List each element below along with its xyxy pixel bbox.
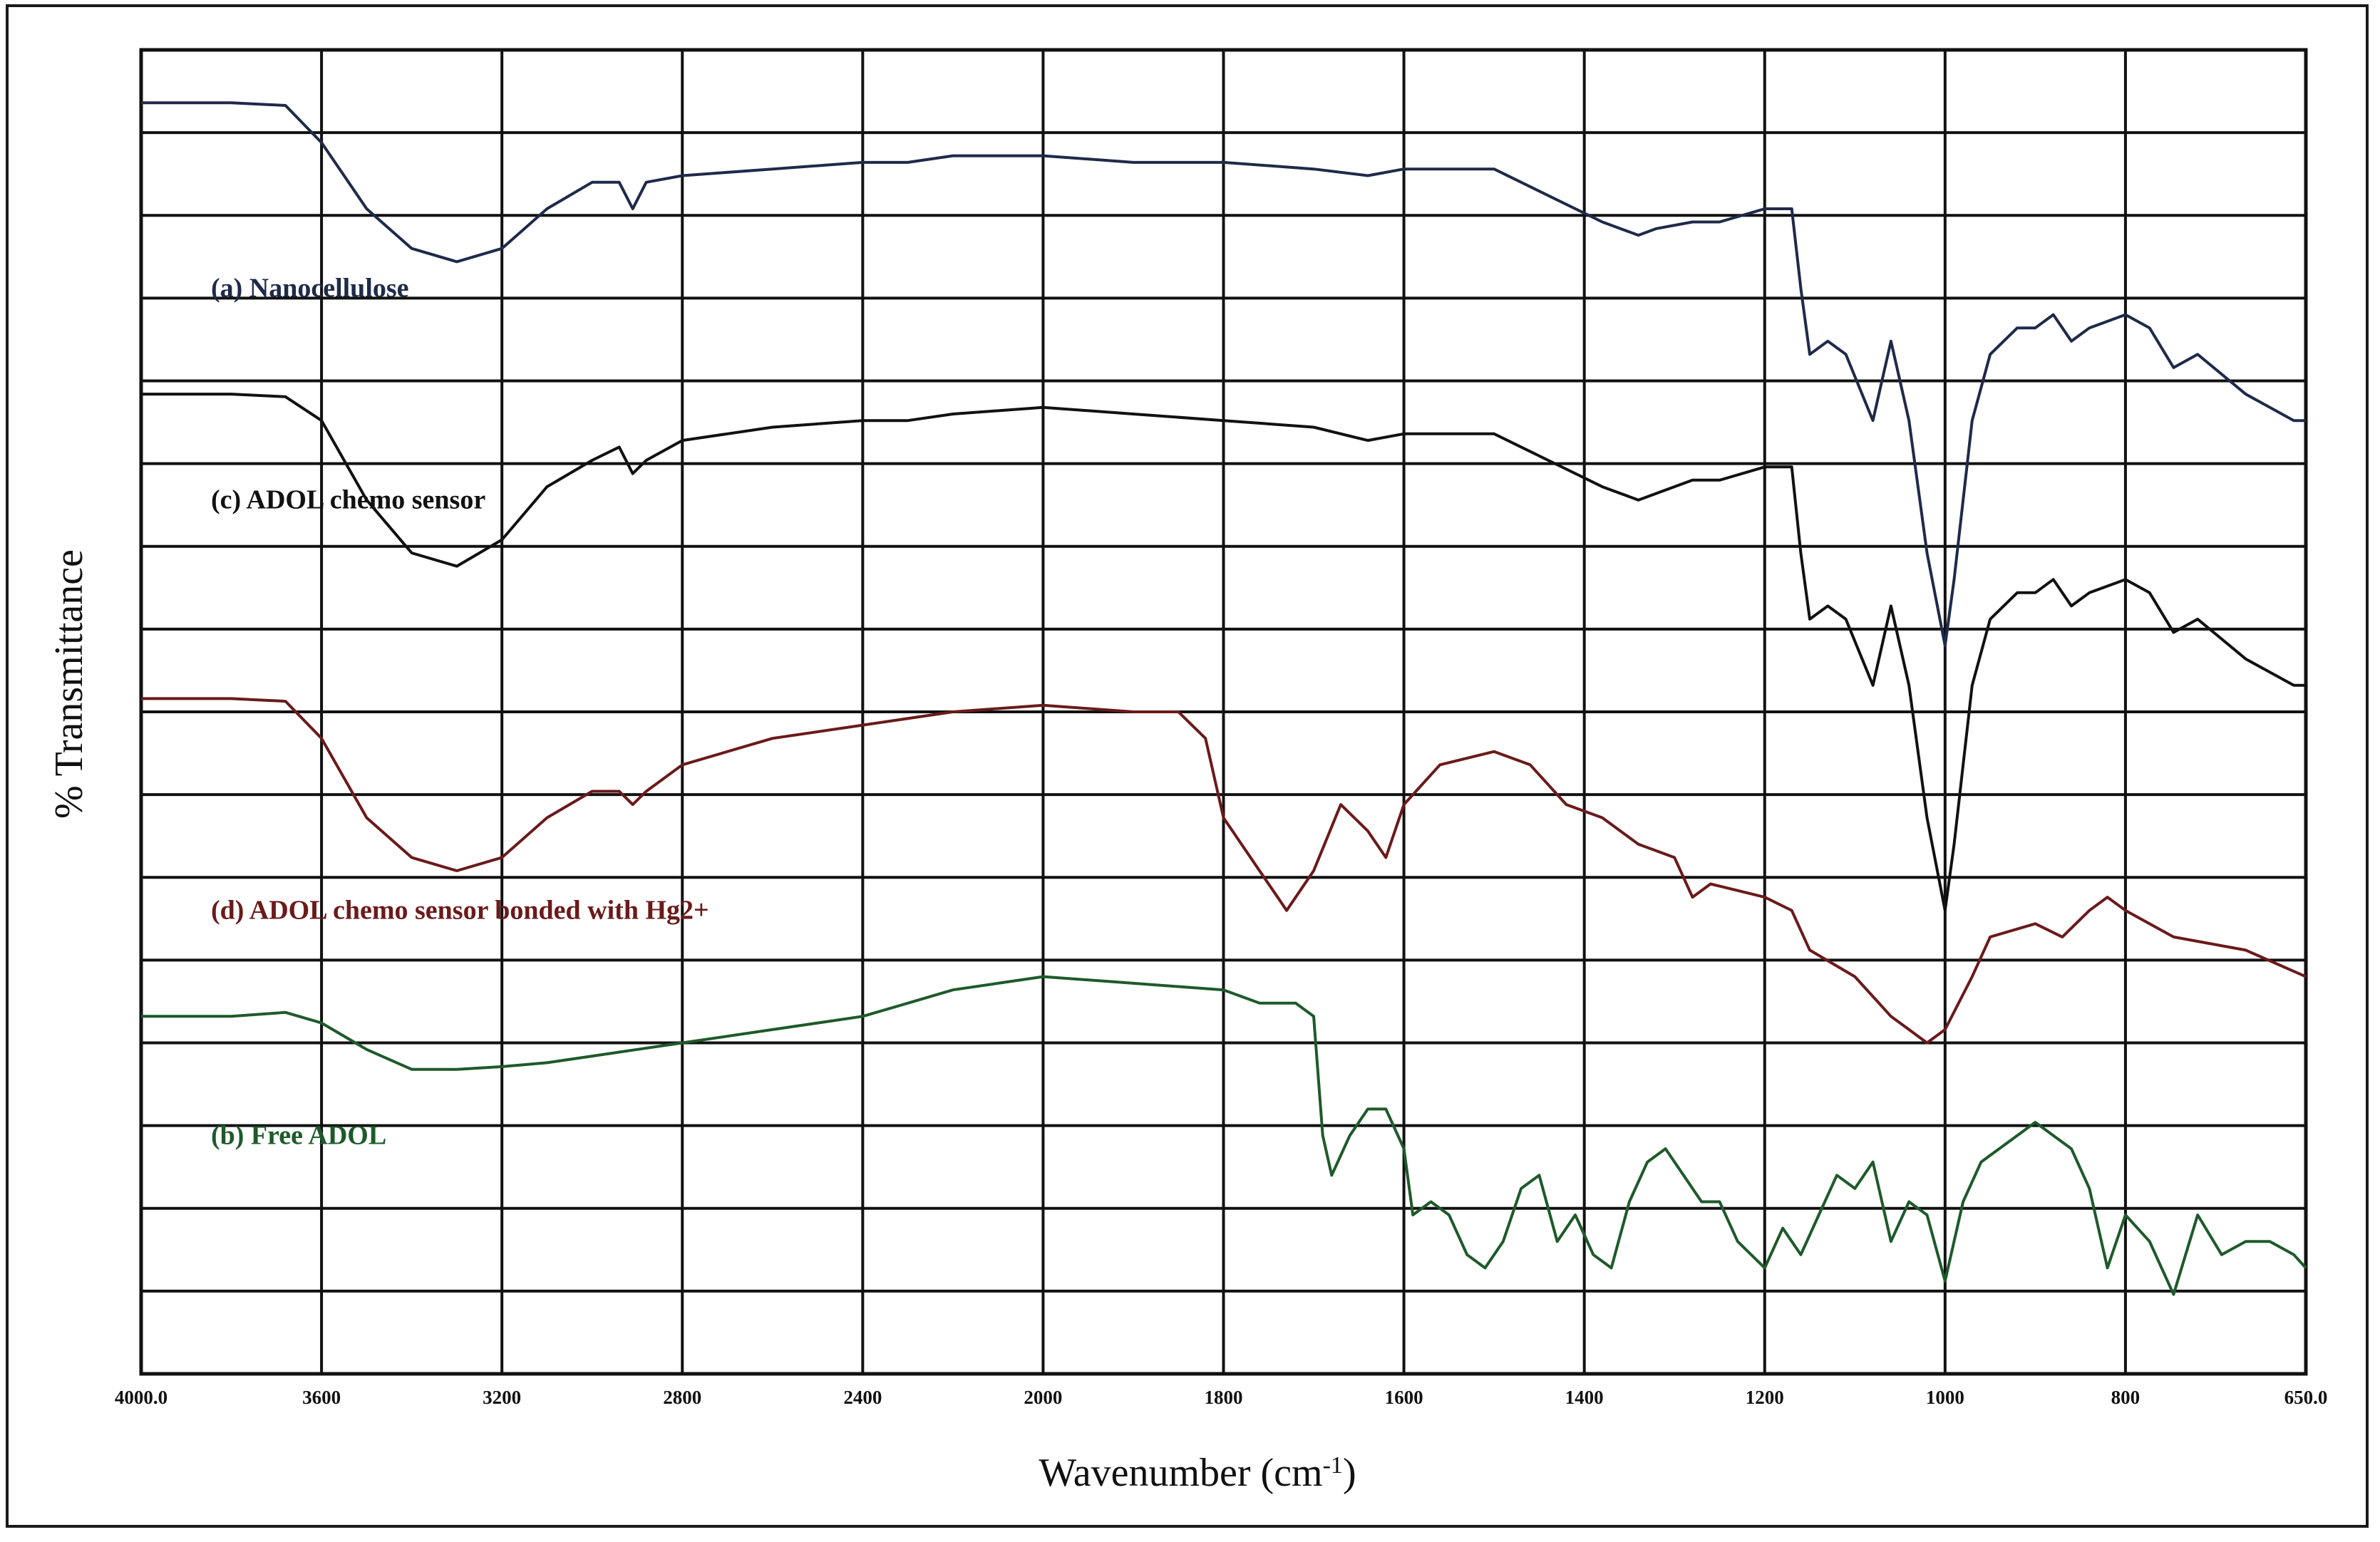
x-tick-label: 1200 xyxy=(1746,1387,1784,1408)
figure-frame xyxy=(6,4,2369,1528)
series-layer xyxy=(141,101,2307,1296)
y-axis-title: % Transmittance xyxy=(47,549,91,819)
x-tick-label: 2400 xyxy=(843,1387,882,1408)
x-tick-label: 1600 xyxy=(1385,1387,1423,1408)
series-label: (b) Free ADOL xyxy=(211,1121,386,1151)
x-tick-label: 3600 xyxy=(302,1387,341,1408)
x-tick-label: 800 xyxy=(2111,1387,2141,1408)
series-label: (d) ADOL chemo sensor bonded with Hg2+ xyxy=(211,896,709,926)
x-tick-label: 1400 xyxy=(1565,1387,1604,1408)
series-label: (a) Nanocellulose xyxy=(211,273,409,303)
x-tick-label: 4000.0 xyxy=(115,1387,168,1408)
x-tick-label: 650.0 xyxy=(2284,1387,2328,1408)
x-tick-label: 2800 xyxy=(663,1387,701,1408)
x-tick-label: 3200 xyxy=(483,1387,521,1408)
plot-border xyxy=(139,48,2308,1376)
x-tick-label: 1800 xyxy=(1205,1387,1243,1408)
series-label: (c) ADOL chemo sensor xyxy=(211,485,485,515)
series-line xyxy=(141,697,2307,1045)
series-line xyxy=(141,975,2307,1296)
series-labels: (a) Nanocellulose (c) ADOL chemo sensor (d… xyxy=(211,273,709,1150)
series-line xyxy=(141,393,2306,912)
x-tick-labels: 4000.0 3600 3200 2800 2400 2000 1800 1600 1400 12… xyxy=(115,1387,2328,1408)
grid xyxy=(140,50,2307,1374)
x-axis-title: Wavenumber (cm-1) xyxy=(1039,1451,1356,1495)
x-tick-label: 2000 xyxy=(1024,1387,1062,1408)
x-tick-label: 1000 xyxy=(1926,1387,1964,1408)
series-line xyxy=(141,101,2306,648)
